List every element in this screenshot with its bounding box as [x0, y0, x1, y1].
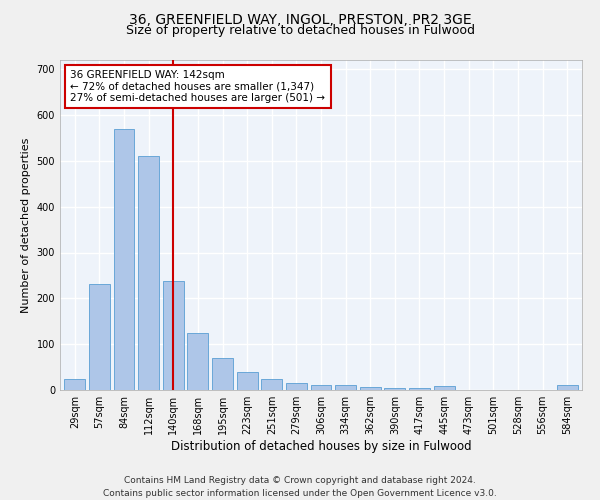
Bar [236, 372, 257, 390]
Bar [212, 358, 233, 390]
Text: Contains HM Land Registry data © Crown copyright and database right 2024.
Contai: Contains HM Land Registry data © Crown c… [103, 476, 497, 498]
Text: 36 GREENFIELD WAY: 142sqm
← 72% of detached houses are smaller (1,347)
27% of se: 36 GREENFIELD WAY: 142sqm ← 72% of detac… [70, 70, 325, 103]
Bar [138, 156, 159, 390]
Bar [64, 378, 85, 390]
Text: 36, GREENFIELD WAY, INGOL, PRESTON, PR2 3GE: 36, GREENFIELD WAY, INGOL, PRESTON, PR2 … [128, 12, 472, 26]
Text: Size of property relative to detached houses in Fulwood: Size of property relative to detached ho… [125, 24, 475, 37]
Bar [335, 386, 356, 390]
Bar [261, 378, 282, 390]
Bar [311, 386, 331, 390]
Bar [89, 284, 110, 390]
Bar [434, 386, 455, 390]
X-axis label: Distribution of detached houses by size in Fulwood: Distribution of detached houses by size … [170, 440, 472, 453]
Bar [113, 128, 134, 390]
Y-axis label: Number of detached properties: Number of detached properties [21, 138, 31, 312]
Bar [360, 387, 381, 390]
Bar [557, 386, 578, 390]
Bar [187, 332, 208, 390]
Bar [163, 281, 184, 390]
Bar [409, 388, 430, 390]
Bar [385, 388, 406, 390]
Bar [286, 383, 307, 390]
